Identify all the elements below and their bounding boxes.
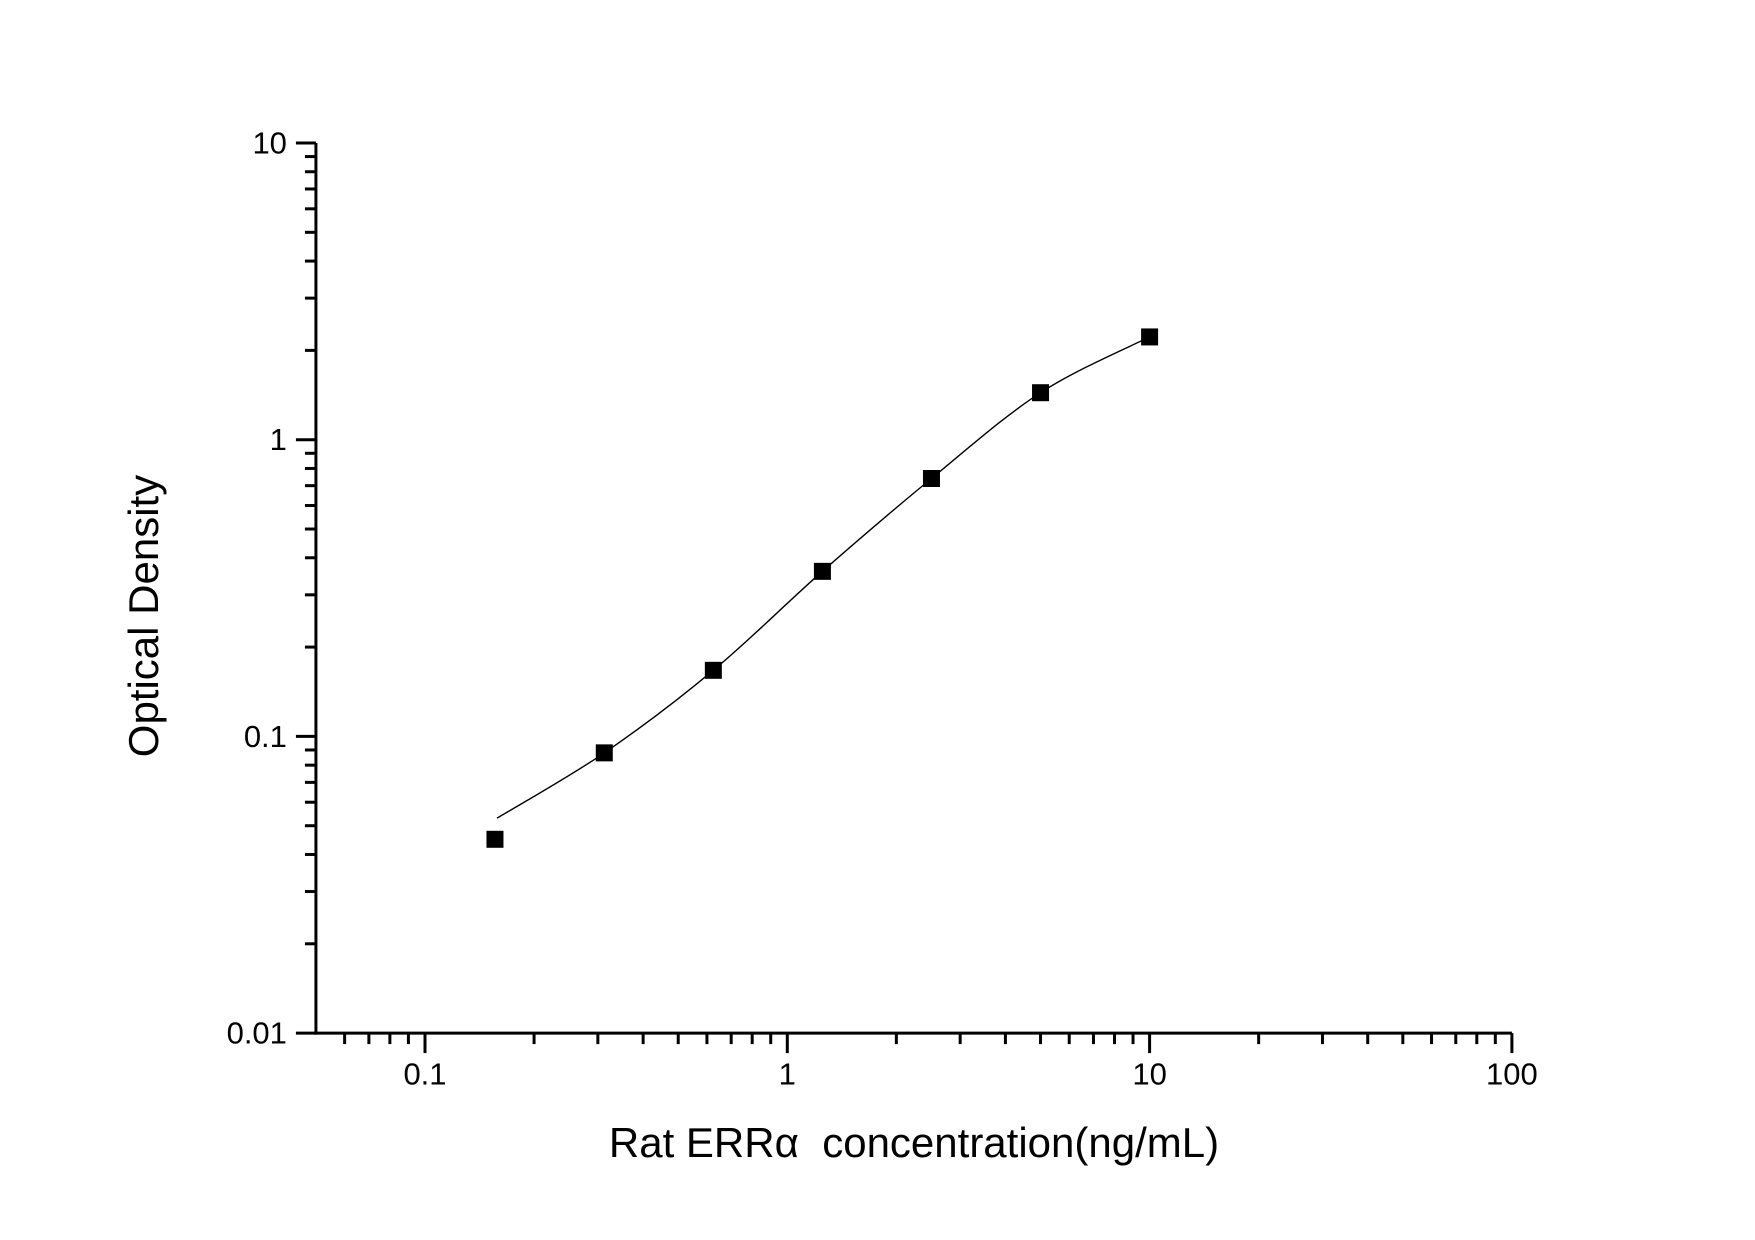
data-point-marker [704,661,722,679]
x-axis-title: Rat ERRα concentration(ng/mL) [608,1119,1220,1166]
x-tick-label: 10 [1132,1057,1166,1092]
y-tick-label: 1 [270,422,287,457]
y-tick-label: 0.01 [227,1016,287,1051]
y-tick-label: 10 [252,126,286,161]
data-point-marker [922,469,940,487]
y-tick-label: 0.1 [244,719,287,754]
data-point-marker [813,562,831,580]
data-point-marker [486,830,504,848]
x-tick-label: 0.1 [403,1057,446,1092]
data-point-marker [1032,384,1050,402]
x-tick-label: 100 [1486,1057,1538,1092]
y-axis-title: Optical Density [120,474,167,758]
data-point-marker [1141,328,1159,346]
data-point-marker [595,744,613,762]
x-tick-label: 1 [779,1057,796,1092]
